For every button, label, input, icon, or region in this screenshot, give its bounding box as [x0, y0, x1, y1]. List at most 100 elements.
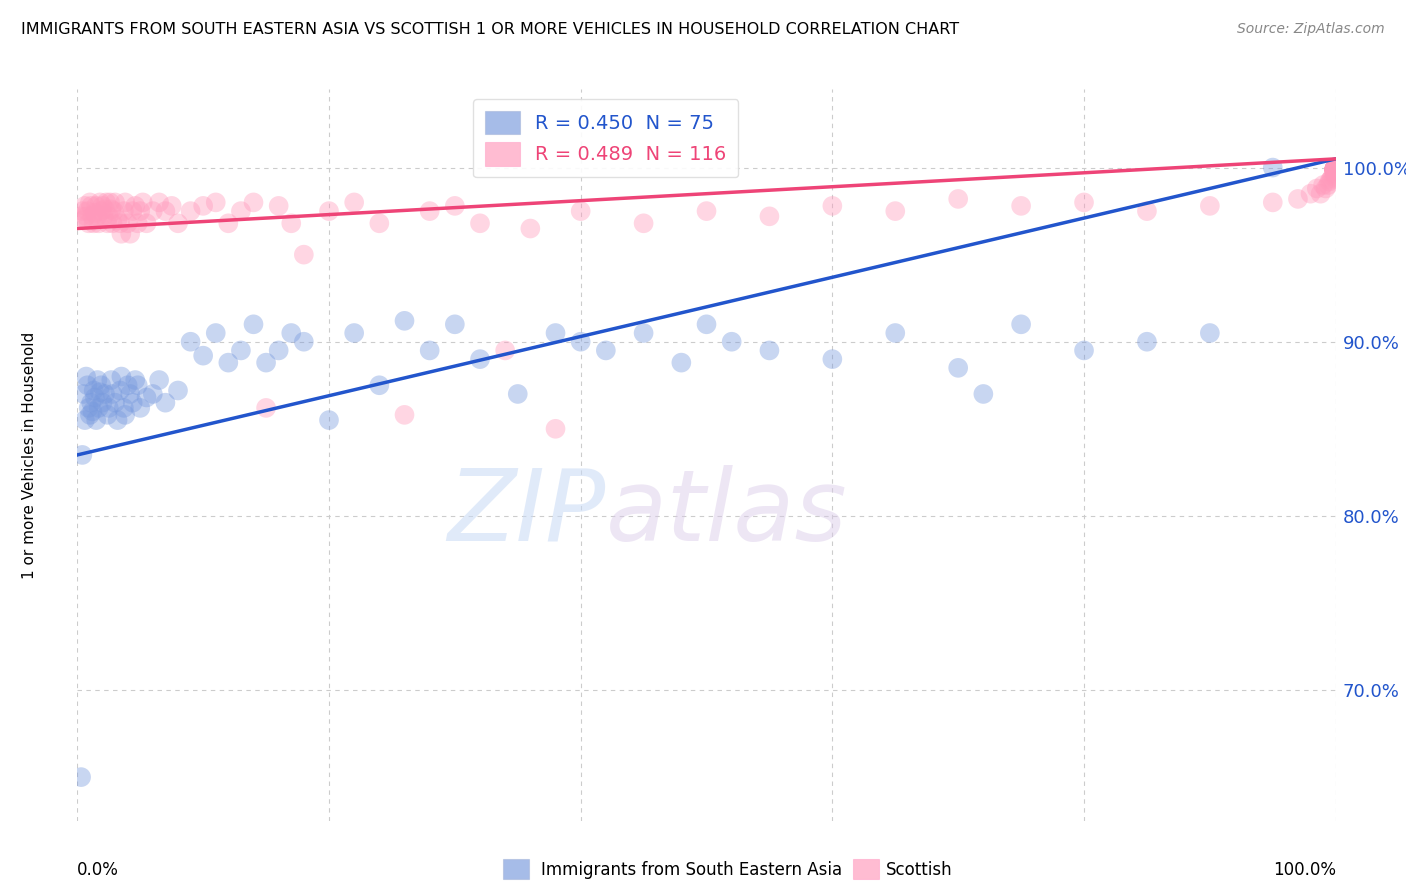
Point: [117, 378, 139, 392]
Point: [394, 314, 416, 328]
Point: [167, 216, 190, 230]
Point: [167, 384, 190, 398]
Point: [1323, 162, 1346, 177]
Point: [1323, 162, 1346, 177]
Point: [1323, 162, 1346, 177]
Point: [1286, 192, 1309, 206]
Point: [83, 216, 105, 230]
Point: [91, 199, 114, 213]
Point: [155, 395, 177, 409]
Point: [77, 216, 100, 230]
Point: [108, 384, 131, 398]
Point: [112, 401, 135, 415]
Point: [318, 413, 340, 427]
Point: [100, 202, 122, 217]
Point: [79, 195, 101, 210]
Point: [104, 395, 127, 409]
Point: [76, 204, 98, 219]
Point: [254, 401, 277, 415]
Point: [1315, 181, 1337, 195]
Point: [1323, 162, 1346, 177]
Point: [1323, 168, 1346, 182]
Point: [124, 199, 146, 213]
Point: [280, 216, 302, 230]
Point: [93, 210, 115, 224]
Point: [89, 385, 111, 400]
Point: [368, 216, 391, 230]
Point: [180, 204, 202, 219]
Point: [1323, 162, 1346, 177]
Point: [127, 216, 149, 230]
Point: [94, 202, 117, 217]
Point: [124, 373, 146, 387]
Point: [419, 204, 441, 219]
Point: [217, 216, 239, 230]
Text: ZIP: ZIP: [447, 465, 606, 562]
Point: [101, 216, 124, 230]
Point: [114, 408, 136, 422]
Point: [1317, 178, 1340, 192]
Point: [1323, 162, 1346, 177]
Point: [569, 204, 592, 219]
Point: [1199, 199, 1222, 213]
Point: [191, 199, 215, 213]
Point: [1199, 326, 1222, 340]
Point: [267, 343, 290, 358]
Point: [73, 199, 96, 213]
Point: [720, 334, 742, 349]
Point: [114, 195, 136, 210]
Point: [98, 195, 121, 210]
Point: [96, 408, 118, 422]
Point: [1319, 174, 1341, 188]
Point: [1073, 195, 1095, 210]
Point: [82, 404, 104, 418]
Text: Source: ZipAtlas.com: Source: ZipAtlas.com: [1237, 22, 1385, 37]
Point: [104, 195, 127, 210]
Point: [84, 391, 107, 405]
Point: [544, 422, 567, 436]
Point: [1323, 162, 1346, 177]
Point: [127, 378, 149, 392]
Point: [544, 326, 567, 340]
Point: [91, 395, 114, 409]
Point: [506, 387, 529, 401]
Point: [1136, 204, 1159, 219]
Point: [292, 334, 315, 349]
Point: [343, 195, 366, 210]
Point: [90, 204, 112, 219]
Point: [100, 373, 122, 387]
Point: [86, 210, 108, 224]
Point: [79, 408, 101, 422]
Point: [519, 221, 541, 235]
Text: atlas: atlas: [606, 465, 848, 562]
Point: [70, 210, 93, 224]
Point: [696, 204, 718, 219]
Point: [94, 387, 117, 401]
Point: [80, 395, 103, 409]
Point: [70, 770, 93, 784]
FancyBboxPatch shape: [503, 859, 529, 879]
Point: [1323, 162, 1346, 177]
Point: [87, 216, 110, 230]
Point: [1322, 169, 1344, 184]
Point: [821, 199, 844, 213]
Point: [217, 356, 239, 370]
Point: [444, 199, 467, 213]
Point: [1010, 199, 1032, 213]
Point: [1323, 166, 1346, 180]
Point: [129, 204, 152, 219]
Point: [84, 206, 107, 220]
Point: [75, 369, 97, 384]
Point: [155, 204, 177, 219]
Point: [82, 210, 104, 224]
Point: [191, 349, 215, 363]
Point: [148, 195, 170, 210]
Point: [229, 204, 252, 219]
Point: [86, 373, 108, 387]
Point: [696, 318, 718, 332]
Point: [1323, 162, 1346, 177]
Point: [1323, 162, 1346, 177]
Point: [89, 195, 111, 210]
Point: [180, 334, 202, 349]
Point: [148, 373, 170, 387]
